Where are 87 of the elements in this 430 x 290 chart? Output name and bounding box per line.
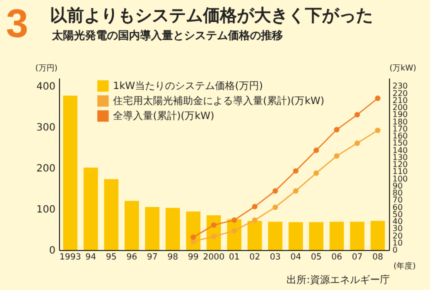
point	[232, 217, 237, 223]
point	[374, 96, 380, 102]
y2-tick-label: 70	[392, 196, 403, 205]
point	[272, 188, 278, 194]
point	[374, 128, 380, 134]
point	[211, 222, 216, 228]
y2-tick-label: 0	[392, 246, 398, 254]
y-axis-title: (万円)	[35, 64, 58, 72]
y2-tick-label: 60	[392, 202, 403, 212]
x-tick-label: 94	[85, 252, 96, 262]
point	[354, 140, 360, 146]
bar	[268, 222, 282, 250]
x-tick-label: 08	[372, 252, 384, 262]
legend-label: 全導入量(累計)(万kW)	[113, 110, 214, 122]
bar	[166, 208, 180, 250]
chart-title: 以前よりもシステム価格が大きく下がった	[50, 5, 373, 27]
x-axis-title: (年度)	[394, 262, 416, 270]
bar	[84, 168, 98, 250]
y2-tick-label: 50	[392, 210, 403, 219]
y-tick-label: 100	[36, 204, 56, 216]
point	[313, 148, 319, 154]
point	[252, 217, 258, 223]
y2-tick-label: 120	[392, 160, 408, 170]
y2-tick-label: 30	[392, 224, 403, 234]
x-tick-label: 2000	[202, 252, 225, 262]
x-tick-label: 01	[228, 252, 240, 262]
bar	[104, 179, 118, 250]
x-tick-label: 95	[106, 252, 117, 262]
x-tick-label: 05	[310, 252, 322, 262]
x-tick-label: 03	[270, 252, 281, 262]
point	[252, 204, 258, 210]
bar	[288, 222, 303, 250]
bar	[330, 222, 344, 250]
y2-tick-label: 150	[392, 138, 408, 148]
legend-label: 1kW当たりのシステム価格(万円)	[113, 80, 263, 92]
y2-axis-title: (万kW)	[390, 64, 416, 72]
x-tick-label: 99	[188, 252, 199, 262]
x-tick-label: 02	[249, 252, 260, 262]
y2-tick-label: 140	[392, 146, 408, 155]
x-tick-label: 1993	[59, 252, 82, 262]
bar	[145, 207, 160, 250]
point	[313, 170, 319, 176]
text: 出所:資源エネルギー庁	[286, 274, 390, 287]
point	[211, 234, 216, 240]
y2-tick-label: 100	[392, 174, 408, 184]
bar	[370, 220, 385, 250]
x-tick-label: 07	[352, 252, 363, 262]
y2-tick-label: 80	[392, 188, 403, 198]
bar	[309, 222, 324, 250]
point	[190, 234, 196, 240]
bar	[124, 200, 139, 250]
y2-tick-label: 160	[392, 132, 408, 141]
bar	[63, 96, 78, 250]
y2-tick-label: 180	[392, 117, 408, 126]
text: 3	[6, 2, 28, 46]
point	[293, 168, 298, 174]
point	[272, 204, 278, 210]
y2-tick-label: 40	[392, 217, 403, 226]
y2-tick-label: 90	[392, 181, 403, 190]
point	[334, 153, 340, 159]
x-tick-label: 96	[126, 252, 138, 262]
y2-tick-label: 230	[392, 82, 408, 91]
x-tick-label: 06	[331, 252, 342, 262]
bar	[248, 220, 262, 250]
legend-label: 住宅用太陽光補助金による導入量(累計)(万kW)	[113, 95, 324, 107]
y2-tick-label: 20	[392, 231, 403, 240]
y2-tick-label: 170	[392, 124, 408, 134]
y2-tick-label: 220	[392, 88, 408, 98]
y2-tick-label: 190	[392, 110, 408, 120]
point	[354, 112, 360, 118]
y-tick-label: 300	[36, 122, 56, 134]
y-tick-label: 400	[36, 82, 56, 93]
y2-tick-label: 130	[392, 152, 408, 162]
x-tick-label: 97	[146, 252, 158, 262]
x-tick-label: 04	[290, 252, 302, 262]
y2-tick-label: 110	[392, 167, 408, 176]
y-tick-label: 200	[36, 164, 56, 175]
y2-tick-label: 10	[392, 238, 403, 248]
point	[232, 228, 237, 234]
y-tick-label: 0	[49, 246, 56, 256]
y2-tick-label: 210	[392, 96, 408, 105]
y2-tick-label: 200	[392, 103, 408, 112]
x-tick-label: 98	[167, 252, 178, 262]
point	[334, 126, 340, 132]
point	[293, 188, 298, 194]
chart-subtitle: 太陽光発電の国内導入量とシステム価格の推移	[52, 28, 283, 43]
bar	[350, 222, 364, 250]
